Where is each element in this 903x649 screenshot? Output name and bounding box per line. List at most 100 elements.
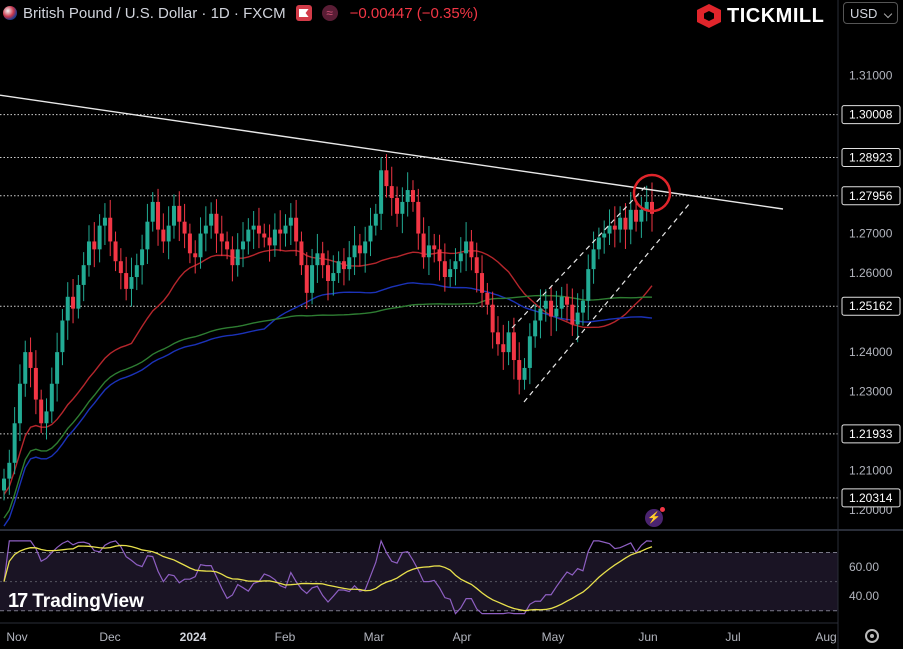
candle-body [320,253,325,266]
candle-body [426,245,431,258]
candle-body [55,352,60,384]
time-axis: Nov Dec 2024 Feb Mar Apr May Jun Jul Aug [0,622,838,644]
candle-body [580,300,585,313]
candle-body [341,261,346,270]
level-label: 1.30008 [849,108,893,122]
candle-body [150,201,155,222]
candle-body [506,332,511,353]
candle-body [203,225,208,234]
candle-body [267,237,272,246]
candle-body [326,265,330,281]
candle-body [97,225,102,250]
candle-body [400,201,405,214]
time-tick-label: Nov [6,630,27,644]
candle-body [129,277,134,289]
candle-body [464,241,469,254]
symbol-title[interactable]: British Pound / U.S. Dollar · 1D · FXCM [23,4,286,22]
rsi-band [0,552,838,611]
gbp-usd-flag-icon [3,6,17,20]
candle-body [39,399,44,424]
lightning-icon[interactable]: ⚡ [645,507,665,527]
currency-selector[interactable]: USD [843,2,898,24]
candle-body [177,205,182,222]
candle-body [395,197,400,214]
time-tick-label: Dec [99,630,120,644]
price-tick-label: 1.24000 [849,345,893,359]
candle-body [262,233,267,238]
price-change: −0.00447 (−0.35%) [349,4,479,22]
price-tick-label: 1.31000 [849,68,893,82]
candle-body [161,229,166,242]
candle-body [214,213,219,234]
candle-body [102,217,107,226]
candle-body [628,209,633,230]
candle-body [607,225,612,234]
candle-body [140,249,145,266]
candle-body [171,205,176,226]
candle-body [618,217,623,230]
rsi-level-label: 40.00 [849,589,879,603]
candle-body [570,304,575,325]
ma-slow-line [3,294,653,519]
candlesticks [2,154,654,501]
candle-body [490,304,495,333]
horizontal-levels [0,114,838,499]
rsi-line [3,539,653,615]
candle-body [44,411,49,424]
candle-body [591,249,596,270]
candle-body [543,300,548,309]
candle-body [517,360,522,380]
candle-body [368,225,373,242]
candle-body [71,296,76,309]
chart-header: British Pound / U.S. Dollar · 1D · FXCM … [0,0,478,26]
price-tick-label: 1.21000 [849,464,893,478]
candle-body [299,241,304,266]
candle-body [331,273,336,281]
candle-body [76,284,81,309]
time-tick-label: Mar [364,630,385,644]
candle-body [156,201,161,230]
candle-body [49,383,54,412]
candle-body [182,221,187,234]
rsi-pane: 60.00 40.00 [0,539,879,615]
candle-body [474,257,479,274]
rsi-ma-line [3,544,653,612]
candle-body [86,241,91,266]
broker-name: TICKMILL [727,4,825,27]
time-tick-label: Feb [275,630,296,644]
candle-body [501,344,506,353]
gear-icon[interactable] [865,629,879,643]
price-tick-label: 1.26000 [849,266,893,280]
candle-body [294,217,299,242]
flag-marker-icon[interactable] [295,5,312,21]
candle-body [522,367,527,380]
candle-body [623,217,628,230]
candle-body [23,352,28,384]
candle-body [527,336,532,368]
channel-upper-line [511,185,647,329]
candle-body [347,257,352,270]
candle-body [65,296,70,321]
candle-body [60,320,65,353]
candle-body [480,273,485,293]
candle-body [278,229,283,234]
candle-body [442,261,447,278]
candle-body [33,367,38,400]
candle-body [288,217,293,226]
candle-body [634,209,639,222]
trendline [0,94,784,210]
time-tick-label: Jul [725,630,740,644]
level-label: 1.20314 [849,491,893,505]
level-label: 1.25162 [849,299,893,313]
candle-body [453,261,458,270]
candle-body [410,190,415,202]
highlight-circle [632,173,672,213]
tradingview-logo-icon: 17 [8,590,28,612]
candle-body [389,186,394,198]
wave-indicator-icon[interactable]: ≈ [321,5,338,21]
candle-body [352,245,357,258]
candle-body [166,225,171,242]
candle-body [458,253,463,262]
candle-body [554,308,559,317]
